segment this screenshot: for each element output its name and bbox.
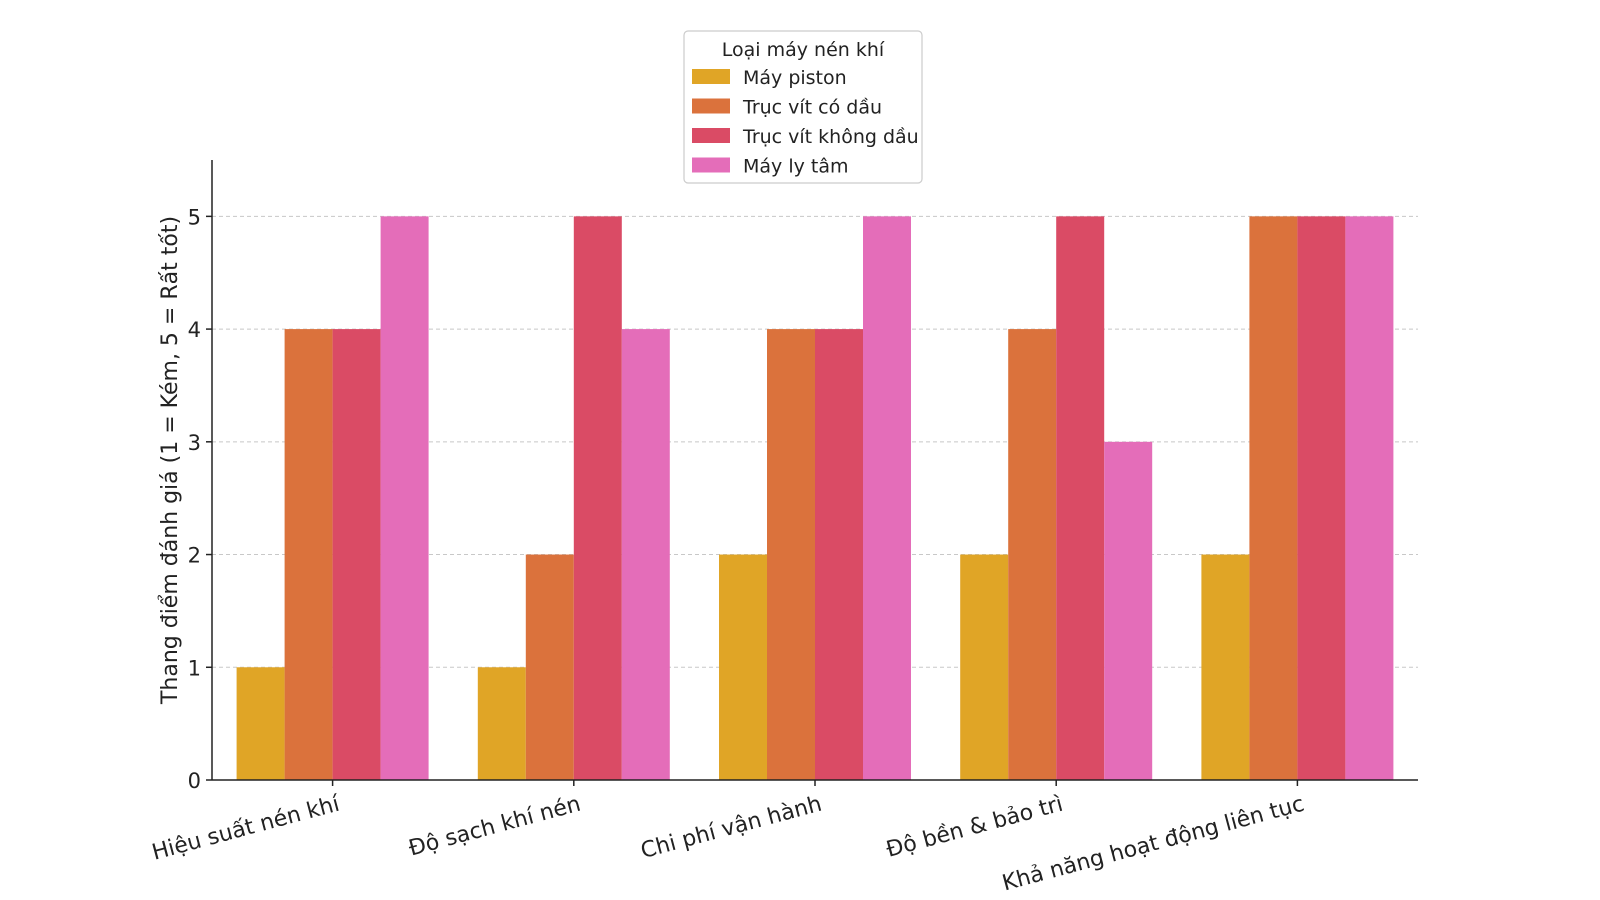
- bar-4-2: [621, 329, 670, 780]
- legend-swatch: [692, 157, 730, 173]
- bar-3-3: [815, 329, 863, 780]
- legend-label: Máy piston: [743, 67, 847, 89]
- y-tick-label: 3: [188, 431, 201, 455]
- y-tick-label: 5: [188, 205, 201, 229]
- bar-4-3: [863, 216, 911, 780]
- bar-1-3: [719, 554, 767, 780]
- y-tick-label: 2: [188, 544, 201, 568]
- x-tick-label: Độ sạch khí nén: [406, 792, 583, 862]
- bar-3-2: [573, 216, 622, 780]
- legend-swatch: [692, 69, 730, 84]
- bar-2-5: [1249, 216, 1298, 780]
- axes: [206, 160, 1418, 786]
- y-tick-label: 4: [188, 318, 201, 342]
- bar-1-5: [1201, 554, 1250, 780]
- legend-label: Trục vít không dầu: [742, 126, 919, 148]
- legend-title: Loại máy nén khí: [722, 39, 885, 61]
- legend-swatch: [692, 128, 730, 143]
- x-tick-label: Độ bền & bảo trì: [884, 792, 1066, 863]
- legend-label: Trục vít có dầu: [742, 97, 882, 119]
- bar-1-2: [477, 667, 526, 780]
- bar-4-5: [1345, 216, 1394, 780]
- legend-label: Máy ly tâm: [743, 156, 848, 178]
- legend: Loại máy nén khí Máy piston Trục vít có dầ…: [683, 30, 923, 184]
- x-tick-label: Hiệu suất nén khí: [149, 791, 343, 865]
- bar-1-4: [960, 554, 1009, 780]
- bars: [236, 216, 1394, 780]
- y-tick-label: 1: [188, 656, 201, 680]
- bar-4-1: [380, 216, 429, 780]
- bar-2-4: [1008, 329, 1057, 780]
- bar-1-1: [236, 667, 285, 780]
- bar-3-5: [1297, 216, 1346, 780]
- x-tick-labels: Hiệu suất nén khí Độ sạch khí nén Chi phí …: [149, 791, 1307, 896]
- bar-3-4: [1056, 216, 1105, 780]
- y-tick-label: 0: [188, 769, 201, 793]
- x-tick-label: Chi phí vận hành: [638, 792, 824, 864]
- bar-2-3: [767, 329, 815, 780]
- bar-3-1: [332, 329, 381, 780]
- legend-swatch: [692, 98, 730, 114]
- bar-4-4: [1104, 441, 1153, 780]
- y-axis-label: Thang điểm đánh giá (1 = Kém, 5 = Rất tố…: [158, 216, 183, 705]
- bar-2-1: [284, 329, 333, 780]
- bar-2-2: [525, 554, 574, 780]
- y-tick-labels: 0 1 2 3 4 5: [188, 205, 201, 793]
- legend-box: [683, 30, 923, 184]
